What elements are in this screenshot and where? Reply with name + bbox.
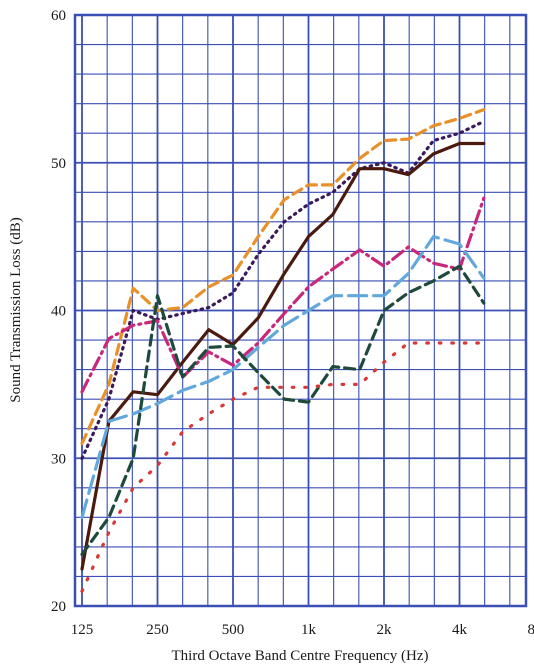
x-axis-label: Third Octave Band Centre Frequency (Hz)	[172, 648, 429, 664]
x-tick-label: 500	[222, 622, 245, 638]
y-tick-label: 40	[51, 304, 66, 320]
series-line-4	[80, 196, 486, 394]
y-tick-label: 60	[51, 8, 66, 24]
x-tick-label: 4k	[452, 622, 468, 638]
x-tick-label: 1k	[301, 622, 317, 638]
y-axis-label: Sound Transmission Loss (dB)	[8, 217, 24, 402]
x-tick-label: 2k	[377, 622, 393, 638]
series-line-1	[80, 107, 486, 446]
series-line-7	[80, 341, 486, 593]
series-line-6	[80, 264, 486, 556]
x-tick-label: 125	[71, 622, 94, 638]
y-tick-label: 20	[51, 599, 66, 615]
series-line-5	[80, 235, 486, 520]
x-tick-label: 8k	[528, 622, 534, 638]
y-tick-label: 50	[51, 156, 66, 172]
x-tick-label: 250	[146, 622, 169, 638]
x-tick-labels: 125 250 500 1k 2k 4k 8k	[71, 622, 534, 638]
series-line-3	[80, 141, 486, 571]
grid	[75, 14, 526, 607]
y-tick-label: 30	[51, 451, 66, 467]
series-line-2	[80, 119, 486, 460]
series-layer	[80, 107, 486, 593]
plot-frame	[73, 13, 528, 608]
y-tick-labels: 20 30 40 50 60	[51, 8, 66, 615]
